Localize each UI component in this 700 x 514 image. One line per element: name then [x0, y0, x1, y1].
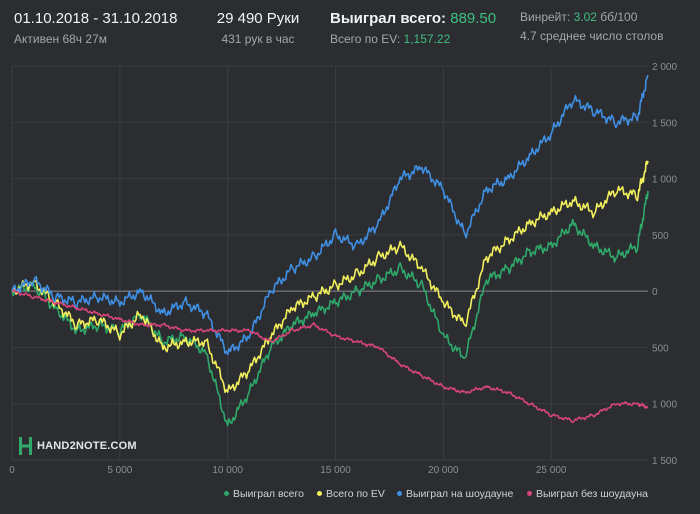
y-tick-label: 0	[652, 287, 658, 298]
hands-count: 29 490 Руки	[216, 10, 300, 27]
legend-dot	[397, 490, 402, 496]
y-tick-label: 500	[652, 231, 669, 242]
x-tick-label: 25 000	[536, 465, 567, 476]
y-tick-label: 2 000	[652, 62, 677, 73]
won-label: Выиграл всего:	[330, 10, 447, 27]
legend-label: Выиграл на шоудауне	[406, 488, 514, 500]
winrate: Винрейт: 3.02 бб/100	[520, 10, 663, 24]
winrate-unit: бб/100	[600, 10, 638, 24]
date-range: 01.10.2018 - 31.10.2018	[14, 10, 178, 27]
legend-label: Выиграл без шоудауна	[536, 488, 648, 500]
active-time: Активен 68ч 27м	[14, 32, 107, 46]
x-axis: 0 5 000 10 000 15 000 20 000 25 000	[9, 465, 567, 476]
grid	[11, 65, 648, 461]
won-total: Выиграл всего: 889.50	[330, 10, 496, 27]
tables-average: 4.7 среднее число столов	[520, 29, 664, 43]
y-tick-label: 1 500	[652, 456, 677, 467]
legend-item-ev[interactable]: Всего по EV	[317, 488, 385, 500]
series-line	[11, 74, 649, 356]
series-group	[11, 74, 649, 427]
date-range-block: 01.10.2018 - 31.10.2018 Активен 68ч 27м	[14, 10, 177, 46]
legend-label: Выиграл всего	[233, 488, 304, 500]
legend-item-won-total[interactable]: Выиграл всего	[224, 488, 304, 500]
stats-header: 01.10.2018 - 31.10.2018 Активен 68ч 27м …	[0, 0, 700, 56]
won-block: Выиграл всего: 889.50 Всего по EV: 1,157…	[330, 10, 496, 46]
legend-dot	[224, 490, 229, 496]
legend: Выиграл всего Всего по EV Выиграл на шоу…	[0, 488, 700, 504]
x-tick-label: 10 000	[212, 465, 243, 476]
ev-label: Всего по EV:	[330, 32, 401, 46]
x-tick-label: 5 000	[107, 465, 132, 476]
y-tick-label: 1 000	[652, 400, 677, 411]
ev-total: Всего по EV: 1,157.22	[330, 32, 450, 46]
winrate-label: Винрейт:	[520, 10, 571, 24]
profit-chart: 0 5 000 10 000 15 000 20 000 25 000 2 000 1 50…	[9, 62, 677, 476]
winrate-value: 3.02	[573, 10, 597, 24]
legend-dot	[317, 490, 322, 496]
hand2note-logo-icon	[19, 437, 32, 455]
series-line	[11, 289, 649, 424]
y-tick-label: 1 500	[652, 118, 677, 129]
y-axis: 2 000 1 500 1 000 500 0 500 1 000 1 500	[652, 62, 677, 467]
won-value: 889.50	[450, 10, 497, 27]
hands-per-hour: 431 рук в час	[221, 32, 295, 46]
ev-value: 1,157.22	[403, 32, 451, 46]
hands-block: 29 490 Руки 431 рук в час	[198, 10, 318, 46]
series-line	[11, 190, 649, 427]
y-tick-label: 500	[652, 343, 669, 354]
legend-item-non-showdown[interactable]: Выиграл без шоудауна	[527, 488, 648, 500]
legend-dot	[527, 490, 532, 496]
x-tick-label: 20 000	[428, 465, 459, 476]
y-tick-label: 1 000	[652, 175, 677, 186]
x-tick-label: 0	[9, 465, 15, 476]
logo-text: HAND2NOTE.COM	[37, 440, 137, 452]
legend-item-showdown[interactable]: Выиграл на шоудауне	[397, 488, 513, 500]
x-tick-label: 15 000	[320, 465, 351, 476]
legend-label: Всего по EV	[326, 488, 385, 500]
series-line	[11, 160, 649, 393]
winrate-block: Винрейт: 3.02 бб/100 4.7 среднее число с…	[520, 10, 663, 43]
